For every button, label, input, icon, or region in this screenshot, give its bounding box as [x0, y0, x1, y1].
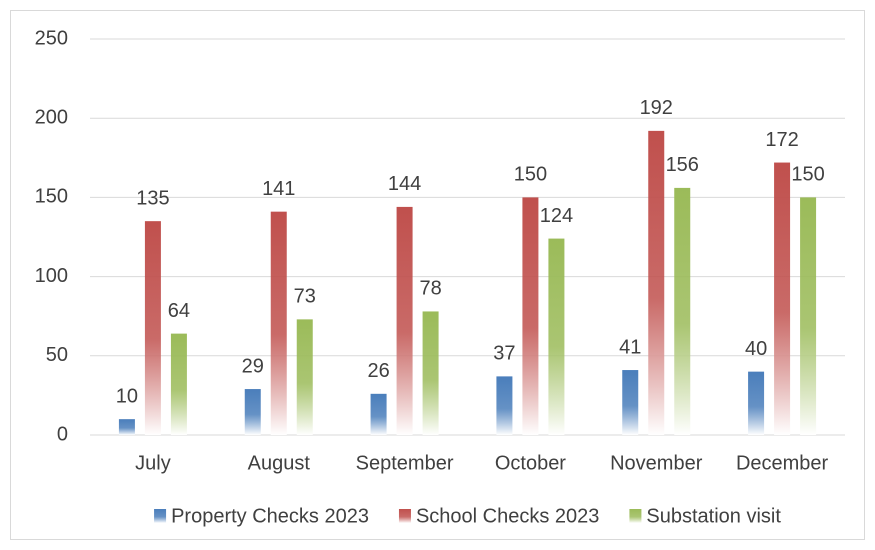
bar [118, 419, 135, 435]
bar [244, 389, 261, 435]
data-label: 29 [242, 355, 264, 377]
bar [496, 376, 513, 435]
data-label: 40 [745, 338, 767, 360]
bar [270, 211, 287, 435]
data-label: 10 [116, 385, 138, 407]
bar [648, 130, 665, 435]
x-tick-label: September [356, 452, 454, 474]
y-tick-label: 250 [35, 27, 68, 49]
legend-item: Substation visit [629, 505, 781, 527]
legend-swatch [154, 509, 167, 523]
bar [800, 197, 817, 435]
y-tick-label: 200 [35, 106, 68, 128]
bar [144, 221, 161, 435]
bar [422, 311, 439, 435]
y-tick-label: 100 [35, 265, 68, 287]
y-tick-label: 0 [57, 423, 68, 445]
x-tick-label: December [736, 452, 829, 474]
data-label: 64 [168, 300, 190, 322]
data-label: 172 [765, 129, 798, 151]
data-label: 156 [666, 154, 699, 176]
legend-label: Property Checks 2023 [171, 505, 369, 527]
data-label: 124 [540, 205, 573, 227]
bar [548, 238, 565, 435]
data-label: 78 [419, 278, 441, 300]
x-tick-label: July [135, 452, 171, 474]
bar [170, 333, 187, 435]
legend-label: School Checks 2023 [416, 505, 599, 527]
data-label: 41 [619, 336, 641, 358]
x-tick-label: August [248, 452, 311, 474]
bar [522, 197, 539, 435]
data-label: 73 [294, 286, 316, 308]
x-tick-label: October [495, 452, 566, 474]
data-label: 135 [136, 187, 169, 209]
data-label: 37 [493, 343, 515, 365]
bar [396, 206, 413, 435]
legend-item: Property Checks 2023 [154, 505, 369, 527]
data-label: 192 [640, 97, 673, 119]
data-label: 150 [514, 164, 547, 186]
data-label: 141 [262, 178, 295, 200]
bar [296, 319, 313, 435]
legend-swatch [629, 509, 642, 523]
legend-label: Substation visit [646, 505, 781, 527]
data-label: 144 [388, 173, 421, 195]
legend-swatch [398, 509, 411, 523]
bar [674, 187, 691, 435]
bar [748, 371, 765, 435]
bar [774, 162, 791, 435]
y-tick-label: 150 [35, 186, 68, 208]
bar [370, 393, 387, 435]
data-label: 150 [791, 164, 824, 186]
bar [622, 370, 639, 435]
data-label: 26 [367, 360, 389, 382]
y-tick-label: 50 [46, 344, 68, 366]
legend-item: School Checks 2023 [398, 505, 599, 527]
x-tick-label: November [610, 452, 703, 474]
